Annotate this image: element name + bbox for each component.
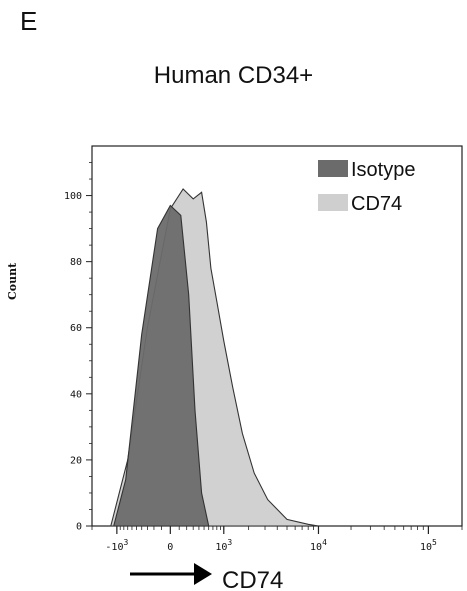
x-axis-label: CD74 xyxy=(222,567,283,591)
y-tick-label: 0 xyxy=(76,522,82,533)
axis-layer: 0 20 40 60 80 100 -103 0 103 104 105 xyxy=(64,162,463,553)
arrow-head-icon xyxy=(194,563,212,585)
y-tick-label: 100 xyxy=(64,191,82,202)
x-tick-label: 105 xyxy=(420,538,437,553)
series-layer xyxy=(110,188,319,527)
legend-swatch-isotype xyxy=(318,160,348,177)
x-tick-label: 103 xyxy=(215,538,232,553)
legend-label-isotype: Isotype xyxy=(351,159,415,181)
legend-swatch-cd74 xyxy=(318,194,348,211)
y-tick-label: 20 xyxy=(70,455,82,466)
y-tick-label: 40 xyxy=(70,389,82,400)
series-isotype-area xyxy=(112,204,210,527)
panel-label: E xyxy=(20,6,38,36)
legend: Isotype CD74 xyxy=(318,159,415,215)
legend-label-cd74: CD74 xyxy=(351,193,402,215)
x-axis-label-group: CD74 xyxy=(130,563,283,591)
chart-title: Human CD34+ xyxy=(153,62,314,89)
x-tick-label: 0 xyxy=(167,542,173,553)
y-tick-label: 80 xyxy=(70,257,82,268)
y-tick-label: 60 xyxy=(70,323,82,334)
x-tick-label: -103 xyxy=(105,538,128,553)
x-tick-label: 104 xyxy=(310,538,327,553)
